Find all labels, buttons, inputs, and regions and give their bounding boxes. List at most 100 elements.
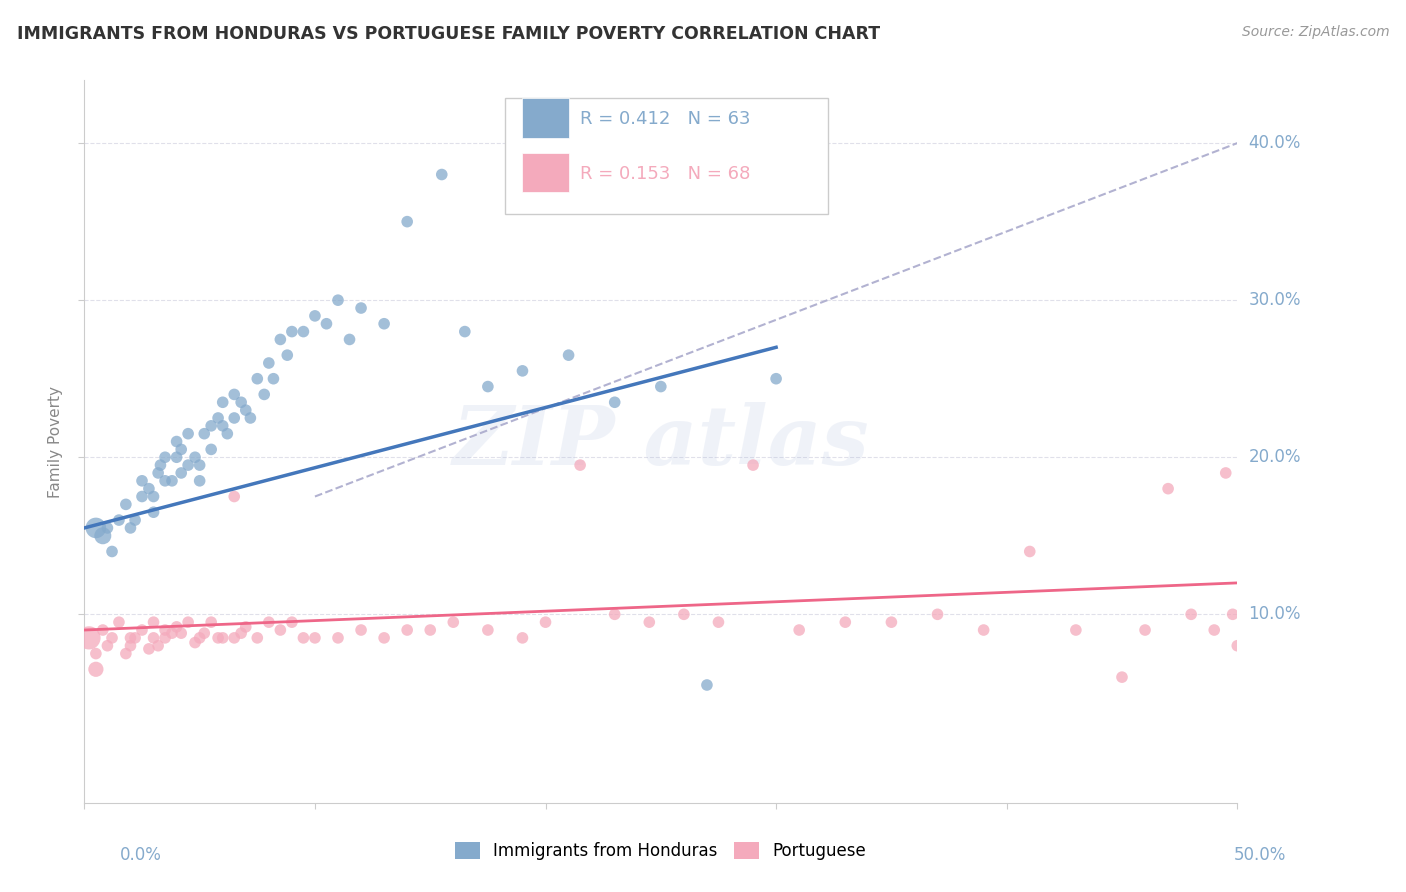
Point: [200, 615, 222, 630]
Point: [84, 521, 107, 535]
Point: [880, 615, 903, 630]
Point: [927, 607, 949, 622]
Point: [166, 434, 188, 449]
Point: [177, 458, 200, 472]
Point: [231, 626, 253, 640]
Point: [257, 356, 280, 370]
Point: [188, 458, 211, 472]
Point: [512, 364, 534, 378]
Point: [326, 631, 349, 645]
Point: [269, 623, 291, 637]
Point: [138, 482, 160, 496]
Point: [235, 620, 257, 634]
Point: [1064, 623, 1087, 637]
Point: [131, 490, 153, 504]
Point: [200, 442, 222, 457]
Point: [153, 474, 176, 488]
Point: [91, 529, 114, 543]
Point: [184, 450, 207, 465]
Point: [276, 348, 298, 362]
Point: [557, 348, 579, 362]
Point: [262, 372, 284, 386]
Legend: Immigrants from Honduras, Portuguese: Immigrants from Honduras, Portuguese: [449, 835, 873, 867]
Point: [281, 325, 304, 339]
Point: [153, 450, 176, 465]
Point: [638, 615, 661, 630]
Bar: [523, 153, 568, 193]
Point: [512, 631, 534, 645]
Point: [108, 615, 131, 630]
Point: [142, 615, 165, 630]
Point: [153, 631, 176, 645]
Point: [1222, 607, 1244, 622]
Text: 40.0%: 40.0%: [1249, 134, 1301, 153]
Point: [224, 411, 246, 425]
Point: [430, 168, 453, 182]
Point: [184, 635, 207, 649]
Point: [1226, 639, 1249, 653]
Point: [1180, 607, 1202, 622]
Point: [834, 615, 856, 630]
Text: Source: ZipAtlas.com: Source: ZipAtlas.com: [1241, 25, 1389, 39]
Point: [188, 631, 211, 645]
Point: [224, 387, 246, 401]
Point: [170, 442, 193, 457]
Point: [101, 544, 124, 558]
Point: [396, 214, 419, 228]
Point: [149, 458, 172, 472]
Point: [304, 631, 326, 645]
Text: 10.0%: 10.0%: [1249, 606, 1301, 624]
Point: [166, 620, 188, 634]
Point: [1133, 623, 1156, 637]
Text: 50.0%: 50.0%: [1234, 846, 1286, 863]
Point: [131, 623, 153, 637]
Point: [207, 411, 229, 425]
Point: [239, 411, 262, 425]
Point: [166, 450, 188, 465]
Point: [603, 607, 626, 622]
Point: [672, 607, 695, 622]
Point: [77, 631, 100, 645]
Point: [650, 379, 672, 393]
Point: [396, 623, 419, 637]
Point: [603, 395, 626, 409]
Point: [257, 615, 280, 630]
Point: [292, 631, 315, 645]
Point: [477, 379, 499, 393]
Text: 20.0%: 20.0%: [1249, 449, 1301, 467]
Text: R = 0.412   N = 63: R = 0.412 N = 63: [581, 110, 751, 128]
Point: [120, 631, 142, 645]
Point: [160, 626, 183, 640]
Point: [742, 458, 765, 472]
Point: [101, 631, 124, 645]
Bar: [523, 98, 568, 138]
Point: [177, 426, 200, 441]
Point: [235, 403, 257, 417]
Point: [91, 623, 114, 637]
Point: [124, 513, 146, 527]
Text: ZIP atlas: ZIP atlas: [453, 401, 869, 482]
Point: [115, 647, 138, 661]
Point: [304, 309, 326, 323]
Point: [292, 325, 315, 339]
Text: 0.0%: 0.0%: [120, 846, 162, 863]
Point: [200, 418, 222, 433]
Point: [373, 317, 395, 331]
Y-axis label: Family Poverty: Family Poverty: [48, 385, 63, 498]
Text: R = 0.153   N = 68: R = 0.153 N = 68: [581, 165, 751, 183]
Point: [170, 466, 193, 480]
Point: [193, 426, 215, 441]
Point: [142, 505, 165, 519]
Point: [177, 615, 200, 630]
Point: [339, 333, 361, 347]
Point: [207, 631, 229, 645]
Point: [153, 623, 176, 637]
Point: [120, 639, 142, 653]
Point: [142, 631, 165, 645]
Point: [569, 458, 592, 472]
Point: [419, 623, 441, 637]
Point: [350, 623, 373, 637]
Point: [1111, 670, 1133, 684]
Point: [534, 615, 557, 630]
Point: [454, 325, 477, 339]
